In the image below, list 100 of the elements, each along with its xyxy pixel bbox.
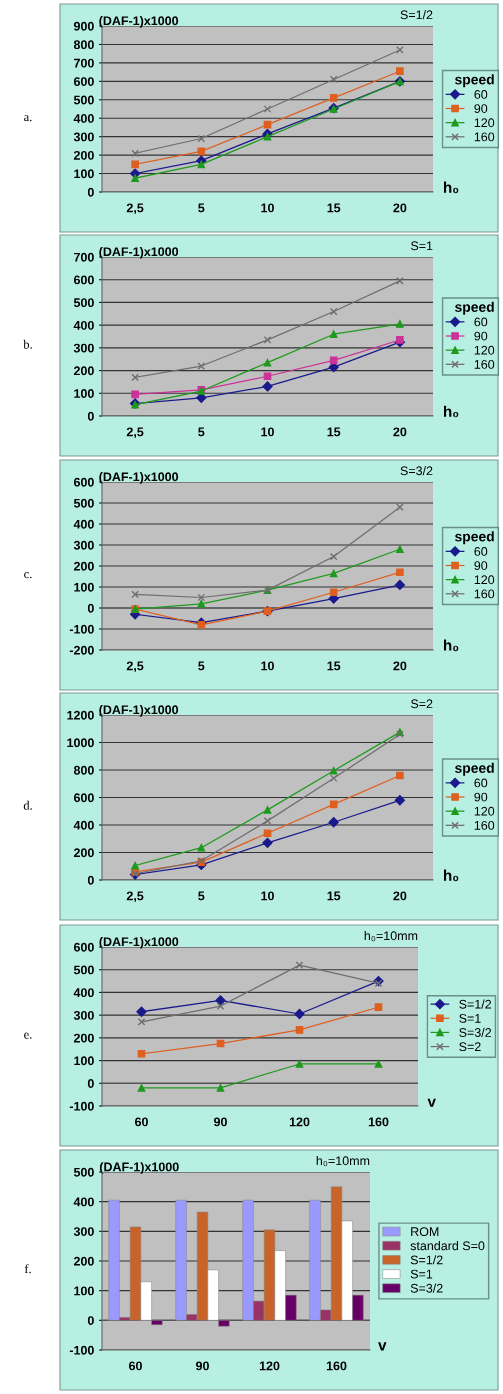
y-tick-label: 300: [73, 1010, 94, 1020]
y-tick-label: 400: [73, 114, 94, 123]
y-axis-title: (DAF-1)x1000: [99, 705, 179, 717]
y-tick-label: 0: [87, 187, 94, 197]
y-tick-label: 100: [74, 1056, 94, 1066]
legend-label: 120: [474, 345, 495, 355]
x-axis-title: h₀: [444, 639, 459, 652]
x-tick-label: 90: [195, 1361, 209, 1371]
legend-label: S=3/2: [459, 1027, 492, 1037]
x-tick-label: 10: [261, 661, 274, 671]
y-tick-label: 600: [73, 77, 94, 86]
legend-title: speed: [455, 301, 494, 315]
x-tick-label: 10: [261, 427, 274, 437]
x-tick-label: 160: [368, 1117, 389, 1127]
x-axis-title: v: [427, 1098, 436, 1107]
chart-title: S=3/2: [400, 466, 433, 476]
chart-title: h₀=10mm: [316, 1156, 370, 1167]
y-tick-label: 500: [73, 965, 94, 975]
legend-label: ROM: [411, 1227, 439, 1237]
x-tick-label: 10: [261, 891, 274, 901]
legend-label: 120: [474, 118, 495, 128]
y-tick-label: 800: [73, 765, 94, 775]
y-tick-label: -100: [69, 1101, 94, 1111]
x-tick-label: 2,5: [126, 891, 144, 903]
y-tick-label: 500: [73, 298, 94, 308]
legend-title: speed: [455, 762, 494, 776]
y-tick-label: 600: [73, 793, 94, 803]
x-axis-title: h₀: [444, 869, 459, 882]
y-tick-label: 300: [73, 343, 94, 353]
x-tick-label: 5: [198, 203, 205, 213]
legend-label: 160: [474, 820, 495, 830]
chart-title: S=2: [410, 699, 433, 709]
y-tick-label: 0: [87, 1316, 94, 1325]
y-tick-label: 300: [73, 1227, 94, 1236]
legend-label: standard S=0: [410, 1241, 485, 1251]
legend-label: 90: [474, 331, 488, 341]
y-tick-label: 900: [73, 21, 94, 31]
y-tick-label: 600: [73, 942, 94, 952]
x-tick-label: 20: [393, 203, 407, 213]
y-tick-label: 600: [73, 275, 94, 285]
x-axis-title: h₀: [444, 181, 459, 194]
y-tick-label: 300: [73, 132, 94, 142]
legend-label: S=1: [459, 1013, 481, 1023]
legend-title: speed: [455, 74, 494, 88]
legend-label: S=1/2: [459, 999, 492, 1009]
y-tick-label: 300: [73, 540, 94, 550]
y-tick-label: 400: [73, 820, 94, 830]
x-tick-label: 20: [393, 427, 407, 437]
y-tick-label: 800: [73, 40, 94, 50]
text: f.: [24, 1264, 31, 1274]
y-tick-label: 400: [73, 320, 94, 330]
x-tick-label: 10: [261, 203, 274, 213]
legend-label: 90: [474, 104, 488, 113]
x-axis-title: h₀: [444, 405, 459, 418]
y-tick-label: -200: [69, 645, 94, 655]
legend-label: 60: [474, 547, 488, 556]
x-tick-label: 15: [327, 661, 341, 671]
legend-label: S=2: [459, 1042, 481, 1052]
x-tick-label: 2,5: [126, 203, 144, 215]
y-tick-label: 0: [87, 411, 94, 421]
y-tick-label: 200: [73, 848, 94, 858]
x-tick-label: 90: [213, 1117, 227, 1127]
x-tick-label: 5: [198, 427, 205, 437]
y-tick-label: 100: [74, 1286, 94, 1296]
legend-label: 120: [474, 575, 495, 585]
y-tick-label: 0: [87, 875, 94, 885]
y-tick-label: 400: [73, 1197, 94, 1207]
x-tick-label: 160: [326, 1361, 347, 1371]
y-tick-label: 100: [74, 169, 94, 179]
y-tick-label: 1000: [67, 738, 94, 748]
chart-title: S=1/2: [400, 10, 433, 20]
y-tick-label: 200: [73, 366, 94, 376]
y-tick-label: 200: [73, 561, 94, 571]
y-tick-label: 500: [73, 95, 94, 105]
y-tick-label: 400: [73, 519, 94, 529]
y-tick-label: 100: [74, 582, 94, 592]
y-axis-title: (DAF-1)x1000: [99, 246, 179, 259]
y-tick-label: 600: [73, 477, 94, 487]
y-tick-label: 0: [87, 603, 94, 613]
x-tick-label: 15: [327, 891, 341, 901]
x-tick-label: 2,5: [126, 427, 144, 439]
y-tick-label: 500: [73, 1167, 94, 1177]
text: e.: [24, 1032, 32, 1039]
y-tick-label: 100: [74, 389, 94, 398]
x-tick-label: 120: [289, 1117, 310, 1127]
x-tick-label: 120: [259, 1361, 280, 1371]
x-tick-label: 20: [393, 891, 407, 901]
chart-title: S=1: [410, 241, 433, 251]
y-tick-label: 200: [73, 150, 94, 160]
y-tick-label: -100: [69, 1345, 94, 1355]
y-tick-label: 200: [73, 1033, 94, 1043]
legend-label: 60: [474, 90, 488, 99]
y-tick-label: -100: [69, 624, 94, 634]
y-axis-title: (DAF-1)x1000: [99, 16, 179, 28]
y-axis-title: (DAF-1)x1000: [99, 472, 179, 484]
y-tick-label: 1200: [67, 710, 94, 720]
x-tick-label: 15: [327, 427, 341, 437]
x-tick-label: 5: [198, 891, 205, 901]
legend-label: S=1: [410, 1269, 433, 1279]
legend-label: 60: [474, 317, 488, 327]
